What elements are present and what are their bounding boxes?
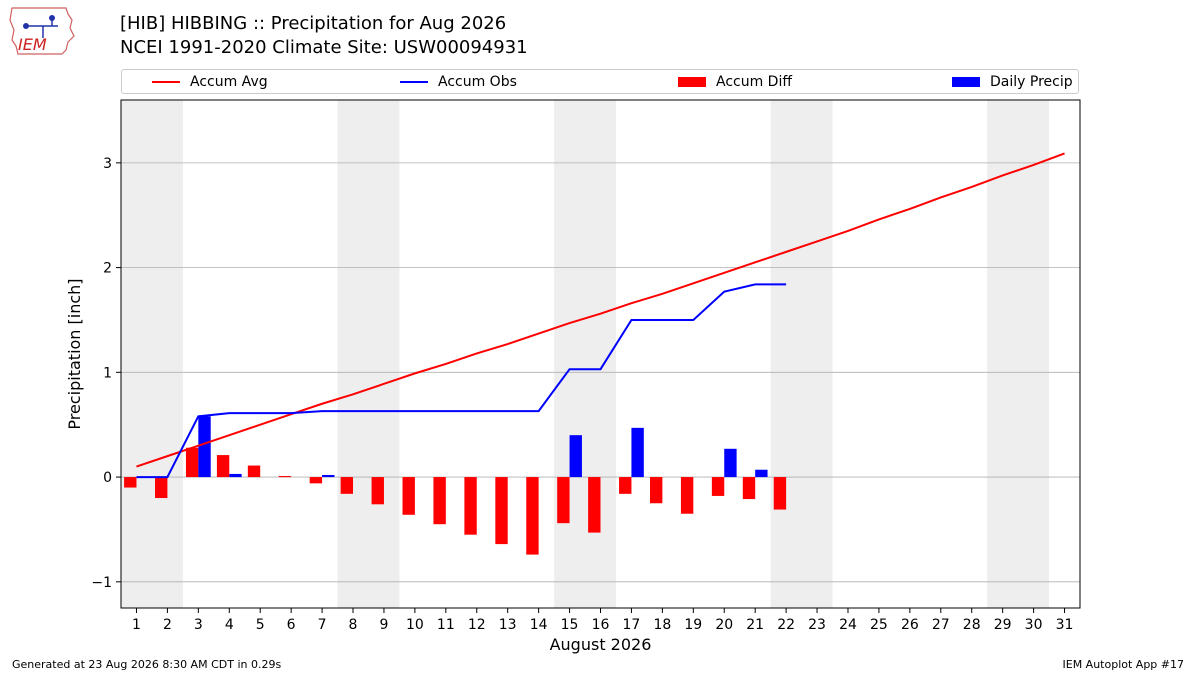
x-tick-label: 13 xyxy=(499,617,517,633)
x-tick-label: 1 xyxy=(132,617,141,633)
x-tick-label: 17 xyxy=(623,617,641,633)
x-tick-label: 14 xyxy=(530,617,548,633)
diff-bar-day-18 xyxy=(649,477,663,504)
x-tick-label: 21 xyxy=(746,617,764,633)
x-tick-label: 18 xyxy=(653,617,671,633)
diff-bar-day-9 xyxy=(371,477,384,505)
legend-item-accum-diff: Accum Diff xyxy=(678,74,792,90)
x-tick-label: 19 xyxy=(684,617,702,633)
weekend-shade-1 xyxy=(337,100,400,608)
daily-bar-day-7 xyxy=(322,474,335,478)
y-tick-label: 3 xyxy=(103,156,112,172)
legend-swatch-accum-obs xyxy=(400,81,428,83)
weekend-shading xyxy=(121,100,1050,608)
logo-text: IEM xyxy=(18,35,47,54)
diff-bar-day-14 xyxy=(526,477,539,555)
x-tick-label: 4 xyxy=(225,617,234,633)
x-tick-label: 26 xyxy=(901,617,919,633)
diff-bar-day-6 xyxy=(278,476,292,478)
diff-bar-day-13 xyxy=(495,477,508,545)
legend-label-accum-obs: Accum Obs xyxy=(438,74,517,90)
legend-label-accum-diff: Accum Diff xyxy=(716,74,793,90)
diff-bar-day-15 xyxy=(557,477,570,524)
diff-bar-day-8 xyxy=(340,477,354,494)
daily-bar-day-4 xyxy=(229,473,242,478)
x-tick-label: 29 xyxy=(994,617,1012,633)
legend-label-daily-precip: Daily Precip xyxy=(990,74,1073,90)
x-tick-label: 9 xyxy=(379,617,388,633)
diff-bar-day-22 xyxy=(773,477,787,510)
diff-bar-day-1 xyxy=(124,477,137,488)
chart-title: [HIB] HIBBING :: Precipitation for Aug 2… xyxy=(120,13,507,34)
weekend-shade-0 xyxy=(121,100,183,608)
x-tick-label: 11 xyxy=(437,617,455,633)
legend-item-accum-avg: Accum Avg xyxy=(152,74,268,90)
weekend-shade-3 xyxy=(770,100,833,608)
x-tick-label: 25 xyxy=(870,617,888,633)
legend-swatch-daily-precip xyxy=(952,77,980,87)
diff-bar-day-20 xyxy=(711,477,725,496)
x-tick-label: 22 xyxy=(777,617,795,633)
diff-bar-day-16 xyxy=(588,477,601,533)
bars xyxy=(124,416,787,555)
x-tick-label: 27 xyxy=(932,617,950,633)
legend-label-accum-avg: Accum Avg xyxy=(190,74,268,90)
x-tick-label: 5 xyxy=(256,617,265,633)
legend-item-accum-obs: Accum Obs xyxy=(400,74,517,90)
diff-bar-day-11 xyxy=(433,477,446,525)
x-tick-label: 16 xyxy=(592,617,610,633)
chart-subtitle: NCEI 1991-2020 Climate Site: USW00094931 xyxy=(120,37,528,58)
x-axis-label: August 2026 xyxy=(550,635,652,654)
diff-bar-day-5 xyxy=(247,465,261,478)
y-axis-label: Precipitation [inch] xyxy=(65,278,84,429)
weekend-shade-4 xyxy=(987,100,1050,608)
diff-bar-day-4 xyxy=(216,455,230,478)
daily-bar-day-15 xyxy=(569,435,582,478)
legend-swatch-accum-avg xyxy=(152,81,180,83)
generated-timestamp: Generated at 23 Aug 2026 8:30 AM CDT in … xyxy=(12,658,282,671)
y-tick-label: 0 xyxy=(103,470,112,486)
series-lines xyxy=(136,152,1065,479)
diff-bar-day-21 xyxy=(742,477,756,500)
accum-avg-line xyxy=(136,152,1065,468)
accum-obs-line xyxy=(136,283,787,479)
legend: Accum Avg Accum Obs Accum Diff Daily Pre… xyxy=(121,69,1079,94)
diff-bar-day-17 xyxy=(619,477,632,494)
x-tick-label: 15 xyxy=(561,617,579,633)
daily-bar-day-20 xyxy=(724,448,737,478)
x-tick-label: 6 xyxy=(287,617,296,633)
diff-bar-day-19 xyxy=(680,477,694,514)
daily-bar-day-17 xyxy=(631,427,644,478)
diff-bar-day-7 xyxy=(309,477,323,484)
y-tick-label: 1 xyxy=(103,365,112,381)
x-tick-label: 8 xyxy=(349,617,358,633)
y-tick-label: 2 xyxy=(103,261,112,277)
diff-bar-day-10 xyxy=(402,477,415,515)
daily-bar-day-21 xyxy=(755,469,768,478)
daily-bar-day-3 xyxy=(198,416,211,478)
iem-logo: IEM xyxy=(8,6,80,60)
x-tick-label: 31 xyxy=(1056,617,1074,633)
x-tick-label: 30 xyxy=(1025,617,1043,633)
diff-bar-day-3 xyxy=(185,447,199,478)
x-tick-label: 7 xyxy=(318,617,327,633)
app-credit: IEM Autoplot App #17 xyxy=(1062,658,1185,671)
diff-bar-day-12 xyxy=(464,477,477,535)
legend-item-daily-precip: Daily Precip xyxy=(952,74,1073,90)
x-tick-label: 12 xyxy=(468,617,486,633)
x-tick-label: 23 xyxy=(808,617,826,633)
diff-bar-day-2 xyxy=(155,477,168,499)
x-tick-label: 20 xyxy=(715,617,733,633)
x-tick-label: 24 xyxy=(839,617,857,633)
weekend-shade-2 xyxy=(554,100,616,608)
x-tick-label: 3 xyxy=(194,617,203,633)
x-tick-label: 28 xyxy=(963,617,981,633)
x-tick-label: 2 xyxy=(163,617,172,633)
y-tick-label: −1 xyxy=(91,575,112,591)
legend-swatch-accum-diff xyxy=(678,77,706,87)
x-tick-label: 10 xyxy=(406,617,424,633)
